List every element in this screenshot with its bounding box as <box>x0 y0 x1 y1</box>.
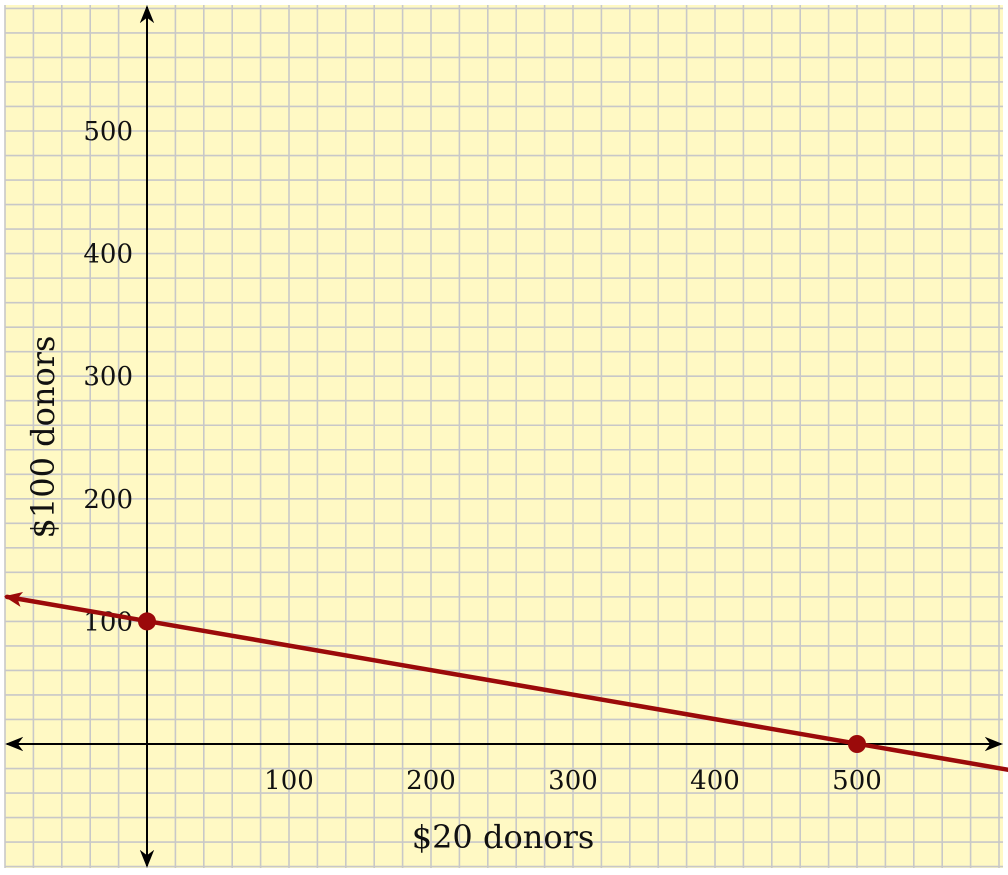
x-tick-label: 400 <box>690 766 740 796</box>
data-point <box>138 612 156 631</box>
x-axis-title: $20 donors <box>412 818 595 856</box>
y-tick-label: 500 <box>83 117 133 147</box>
x-tick-label: 100 <box>264 766 314 796</box>
y-tick-label: 400 <box>83 240 133 270</box>
data-point <box>848 735 866 753</box>
x-tick-label: 200 <box>406 766 456 796</box>
y-axis-title: $100 donors <box>24 336 62 539</box>
x-tick-label: 500 <box>832 766 882 796</box>
x-tick-label: 300 <box>548 766 598 796</box>
y-tick-label: 200 <box>83 485 133 515</box>
points-layer <box>138 612 866 753</box>
y-tick-label: 300 <box>83 362 133 392</box>
